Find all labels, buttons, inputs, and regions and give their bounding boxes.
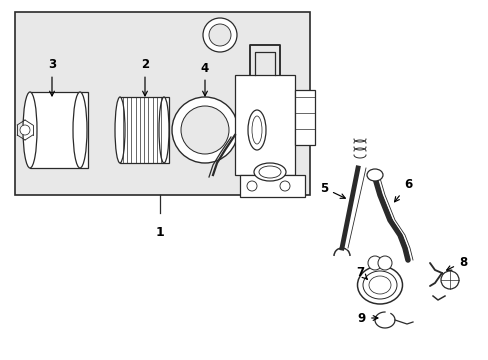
Ellipse shape — [251, 116, 262, 144]
Bar — [240, 175, 305, 197]
Bar — [15, 12, 309, 195]
Circle shape — [20, 125, 30, 135]
Text: 4: 4 — [201, 62, 209, 96]
Text: 2: 2 — [141, 58, 149, 96]
Ellipse shape — [366, 169, 382, 181]
Ellipse shape — [253, 163, 285, 181]
Ellipse shape — [23, 92, 37, 168]
Ellipse shape — [259, 166, 281, 178]
Text: 7: 7 — [355, 266, 366, 279]
Circle shape — [377, 256, 391, 270]
Circle shape — [280, 181, 289, 191]
Text: 6: 6 — [394, 179, 411, 202]
Bar — [30, 92, 88, 168]
Bar — [120, 97, 169, 163]
Text: 8: 8 — [446, 256, 466, 270]
Circle shape — [203, 18, 237, 52]
Text: 3: 3 — [48, 58, 56, 96]
Circle shape — [208, 24, 230, 46]
Text: 9: 9 — [357, 311, 377, 324]
Circle shape — [181, 106, 228, 154]
Text: 1: 1 — [155, 226, 164, 239]
Ellipse shape — [362, 271, 396, 299]
Circle shape — [172, 97, 238, 163]
Ellipse shape — [115, 97, 125, 163]
Circle shape — [440, 271, 458, 289]
Ellipse shape — [357, 266, 402, 304]
Ellipse shape — [159, 97, 169, 163]
Bar — [235, 75, 294, 175]
Text: 5: 5 — [319, 181, 345, 198]
Ellipse shape — [368, 276, 390, 294]
Circle shape — [246, 181, 257, 191]
Bar — [294, 90, 314, 145]
Ellipse shape — [247, 110, 265, 150]
Ellipse shape — [73, 92, 87, 168]
Circle shape — [367, 256, 381, 270]
